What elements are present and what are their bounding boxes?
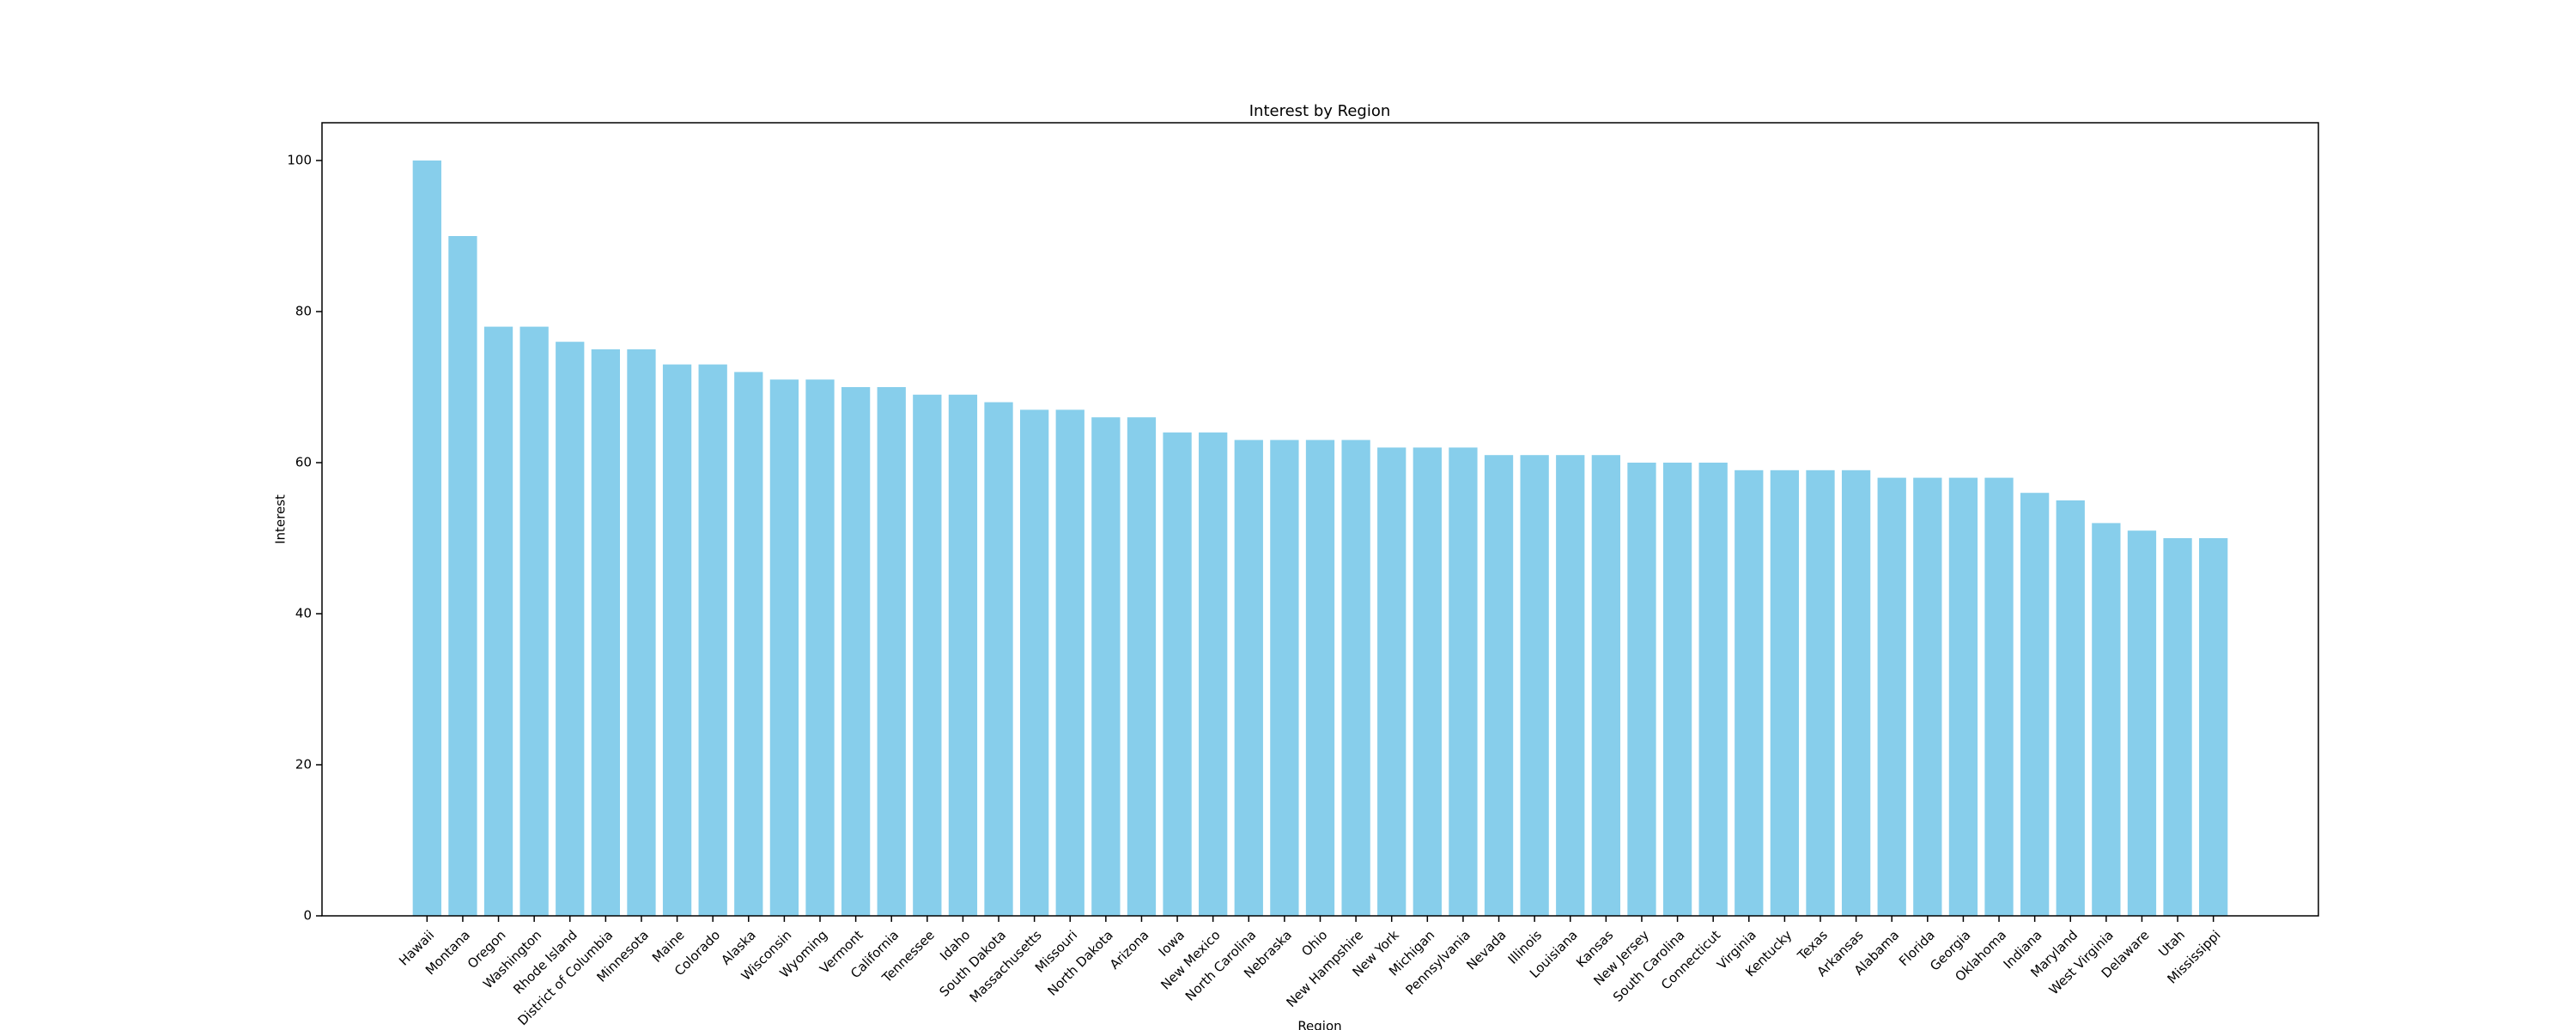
y-tick-label: 60 bbox=[295, 455, 312, 470]
bar bbox=[1305, 439, 1335, 916]
y-tick-label: 80 bbox=[295, 304, 312, 319]
bar bbox=[2163, 538, 2192, 916]
bar bbox=[1484, 455, 1514, 916]
bar bbox=[1199, 432, 1228, 916]
bar bbox=[2127, 530, 2157, 916]
x-tick-label: Utah bbox=[2155, 927, 2188, 960]
bar bbox=[483, 326, 513, 917]
bar bbox=[698, 364, 727, 917]
bar bbox=[734, 372, 763, 916]
bar bbox=[1627, 463, 1656, 916]
bar bbox=[591, 349, 621, 916]
bar bbox=[1698, 463, 1728, 916]
bar bbox=[1413, 447, 1442, 916]
bar bbox=[1770, 470, 1800, 916]
bar bbox=[1841, 470, 1871, 916]
bar bbox=[1948, 477, 1978, 916]
bar bbox=[841, 387, 871, 916]
bar bbox=[2092, 523, 2121, 916]
bar bbox=[448, 236, 477, 916]
bar bbox=[1735, 470, 1764, 916]
bar bbox=[2056, 500, 2085, 916]
bar bbox=[2199, 538, 2228, 916]
bar bbox=[1377, 447, 1406, 916]
bar bbox=[2020, 493, 2050, 916]
bar bbox=[1163, 432, 1192, 916]
x-tick-label: Nevada bbox=[1463, 927, 1509, 972]
x-axis-label: Region bbox=[1297, 1019, 1341, 1030]
bar bbox=[519, 326, 549, 917]
bar bbox=[1984, 477, 2014, 916]
bar bbox=[1270, 439, 1299, 916]
bar bbox=[877, 387, 906, 916]
bar bbox=[1913, 477, 1942, 916]
bar bbox=[1055, 409, 1084, 916]
bar bbox=[805, 379, 835, 916]
x-tick-label: Pennsylvania bbox=[1403, 927, 1473, 997]
y-tick-label: 100 bbox=[287, 153, 312, 168]
bar bbox=[1127, 417, 1157, 916]
bar bbox=[662, 364, 692, 917]
bar bbox=[1806, 470, 1835, 916]
bar bbox=[1234, 439, 1263, 916]
x-tick-label: Iowa bbox=[1156, 927, 1188, 960]
bar bbox=[1591, 455, 1620, 916]
y-tick-label: 40 bbox=[295, 606, 312, 621]
bar bbox=[984, 402, 1013, 917]
bar bbox=[1556, 455, 1585, 916]
bar bbox=[1020, 409, 1049, 916]
bar bbox=[769, 379, 799, 916]
bar bbox=[1662, 463, 1692, 916]
bar bbox=[556, 342, 585, 916]
bar bbox=[1520, 455, 1549, 916]
bar bbox=[412, 161, 441, 916]
bar bbox=[1341, 439, 1370, 916]
bar bbox=[1449, 447, 1478, 916]
bar bbox=[1877, 477, 1906, 916]
chart-title: Interest by Region bbox=[1249, 102, 1391, 120]
bar bbox=[913, 394, 942, 916]
y-axis-label: Interest bbox=[273, 494, 289, 544]
bar bbox=[948, 394, 978, 916]
x-tick-label: Arizona bbox=[1107, 927, 1152, 972]
y-tick-label: 20 bbox=[295, 757, 312, 772]
bar bbox=[627, 349, 656, 916]
y-tick-label: 0 bbox=[303, 908, 312, 924]
plot-frame bbox=[321, 122, 2319, 917]
x-tick-label: Ohio bbox=[1298, 927, 1330, 959]
bar bbox=[1091, 417, 1121, 916]
